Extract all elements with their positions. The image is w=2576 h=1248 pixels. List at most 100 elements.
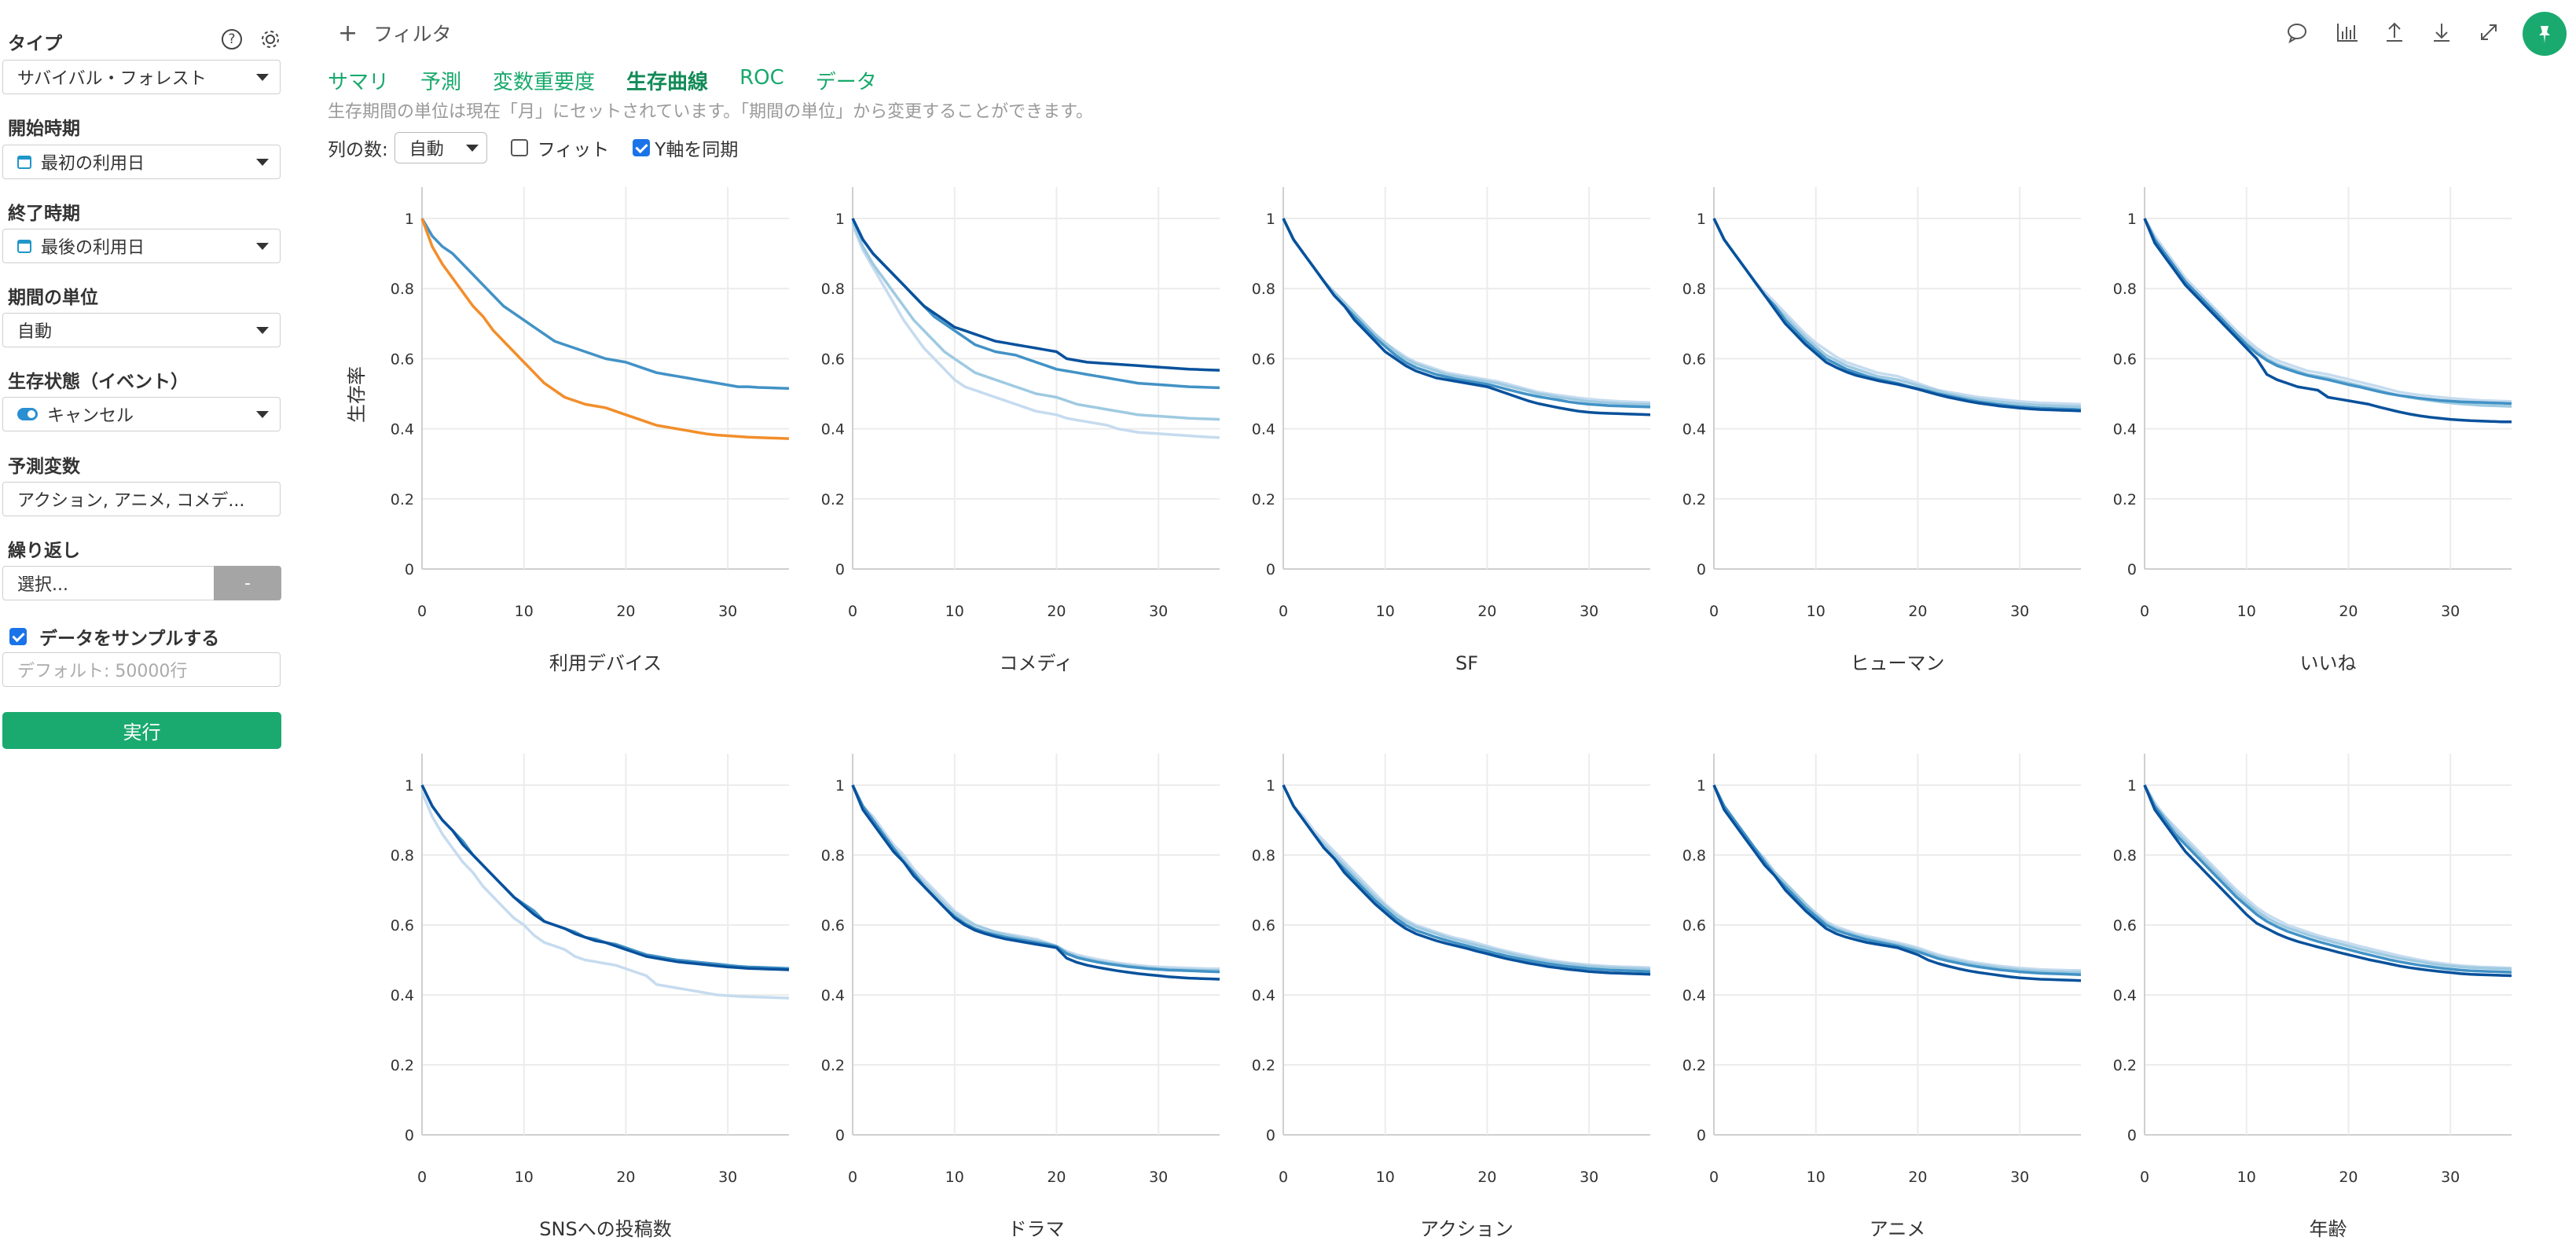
fit-checkbox[interactable] [510, 139, 528, 156]
pin-icon[interactable] [2523, 12, 2567, 56]
y-tick-label: 0 [2127, 1127, 2137, 1144]
x-tick-label: 20 [1047, 603, 1066, 620]
repeat-select[interactable]: 選択... [2, 566, 215, 600]
filter-button[interactable]: + フィルタ [338, 19, 452, 47]
survival-series-line [1282, 784, 1651, 973]
survival-series-line [1282, 218, 1650, 406]
panel-title: 利用デバイス [549, 652, 662, 674]
survival-series-line [851, 218, 1220, 390]
survival-series-line [1712, 218, 2082, 409]
tab-prediction[interactable]: 予測 [420, 71, 462, 94]
survival-series-line [851, 784, 1220, 971]
x-tick-label: 0 [417, 603, 427, 620]
event-value: キャンセル [47, 406, 134, 426]
predictors-input[interactable]: アクション, アニメ, コメデ... [2, 482, 281, 516]
panel-title: SF [1455, 652, 1478, 674]
x-tick-label: 20 [2339, 603, 2358, 620]
tab-survival-curve[interactable]: 生存曲線 [626, 71, 709, 94]
toggle-icon [17, 408, 38, 420]
sample-label: データをサンプルする [39, 629, 220, 649]
chevron-down-icon [465, 144, 479, 152]
survival-series-line [851, 225, 1220, 439]
y-tick-label: 0.8 [821, 847, 845, 864]
y-tick-label: 0 [1697, 1127, 1706, 1144]
y-tick-label: 0.6 [1682, 917, 1706, 934]
end-select[interactable]: 最後の利用日 [2, 229, 281, 263]
tab-data[interactable]: データ [815, 71, 877, 94]
y-tick-label: 0.4 [1682, 421, 1706, 439]
x-tick-label: 0 [1279, 603, 1288, 620]
y-tick-label: 0 [1266, 561, 1275, 578]
panel-title: ヒューマン [1851, 652, 1945, 674]
y-tick-label: 0.8 [391, 281, 414, 298]
y-tick-label: 0.2 [1252, 1057, 1275, 1074]
tab-roc[interactable]: ROC [739, 66, 784, 90]
sample-checkbox-row[interactable]: データをサンプルする [9, 623, 219, 650]
survival-series-line [1282, 218, 1651, 404]
x-tick-label: 10 [515, 603, 534, 620]
tab-importance[interactable]: 変数重要度 [493, 71, 596, 94]
sample-checkbox[interactable] [9, 628, 27, 645]
survival-series-line [851, 218, 1220, 372]
panel-title: コメディ [999, 652, 1073, 674]
download-icon[interactable] [2428, 19, 2455, 46]
survival-series-line [2143, 218, 2512, 408]
survival-series-line [2143, 218, 2512, 424]
predictors-label: 予測変数 [8, 457, 80, 477]
comment-icon[interactable] [2284, 19, 2310, 46]
run-button[interactable]: 実行 [2, 712, 281, 749]
y-tick-label: 0.4 [1682, 987, 1706, 1004]
upload-icon[interactable] [2381, 19, 2408, 46]
survival-series-line [1282, 218, 1651, 417]
event-label: 生存状態（イベント） [8, 372, 189, 392]
x-tick-label: 0 [1709, 603, 1719, 620]
y-tick-label: 0 [1266, 1127, 1275, 1144]
y-tick-label: 0.4 [2113, 421, 2137, 439]
survival-series-line [1712, 784, 2082, 982]
y-tick-label: 0 [405, 561, 414, 578]
repeat-placeholder: 選択... [17, 575, 68, 595]
panel-title: 年齢 [2310, 1218, 2347, 1240]
survival-series-line [1712, 784, 2081, 974]
columns-select[interactable]: 自動 [394, 132, 487, 163]
event-select[interactable]: キャンセル [2, 397, 281, 431]
repeat-button[interactable]: - [214, 566, 281, 600]
x-tick-label: 10 [1376, 1169, 1395, 1186]
y-tick-label: 0.2 [821, 491, 845, 508]
survival-series-line [1282, 784, 1651, 971]
bar-chart-icon[interactable] [2334, 19, 2361, 46]
chevron-down-icon [256, 410, 269, 418]
y-tick-label: 1 [1266, 211, 1275, 228]
sync-y-checkbox[interactable] [633, 139, 651, 156]
expand-icon[interactable] [2475, 19, 2502, 46]
help-icon[interactable]: ? [222, 29, 242, 50]
sample-size-input[interactable]: デフォルト: 50000行 [2, 652, 281, 687]
survival-series-line [2143, 784, 2512, 974]
y-tick-label: 0.8 [391, 847, 414, 864]
add-icon: + [338, 20, 358, 47]
x-tick-label: 20 [616, 1169, 635, 1186]
x-tick-label: 10 [2237, 603, 2256, 620]
x-tick-label: 20 [1477, 603, 1496, 620]
x-tick-label: 20 [616, 603, 635, 620]
unit-select[interactable]: 自動 [2, 313, 281, 347]
y-tick-label: 0 [835, 1127, 845, 1144]
type-value: サバイバル・フォレスト [17, 69, 207, 89]
x-tick-label: 20 [1477, 1169, 1496, 1186]
survival-series-line [420, 784, 790, 971]
survival-series-line [1712, 218, 2082, 406]
sync-y-label: Y軸を同期 [655, 140, 739, 160]
repeat-label: 繰り返し [8, 541, 80, 561]
x-tick-label: 30 [2441, 603, 2460, 620]
tab-summary[interactable]: サマリ [328, 71, 390, 94]
start-select[interactable]: 最初の利用日 [2, 145, 281, 179]
gear-icon[interactable] [259, 28, 281, 50]
panel-title: アクション [1420, 1218, 1514, 1240]
y-tick-label: 0.6 [1252, 917, 1275, 934]
chart-controls: 列の数: 自動 フィット Y軸を同期 [328, 132, 738, 163]
y-tick-label: 0.4 [1252, 987, 1275, 1004]
survival-series-line [851, 221, 1220, 421]
calendar-icon [17, 239, 31, 253]
type-select[interactable]: サバイバル・フォレスト [2, 60, 281, 94]
